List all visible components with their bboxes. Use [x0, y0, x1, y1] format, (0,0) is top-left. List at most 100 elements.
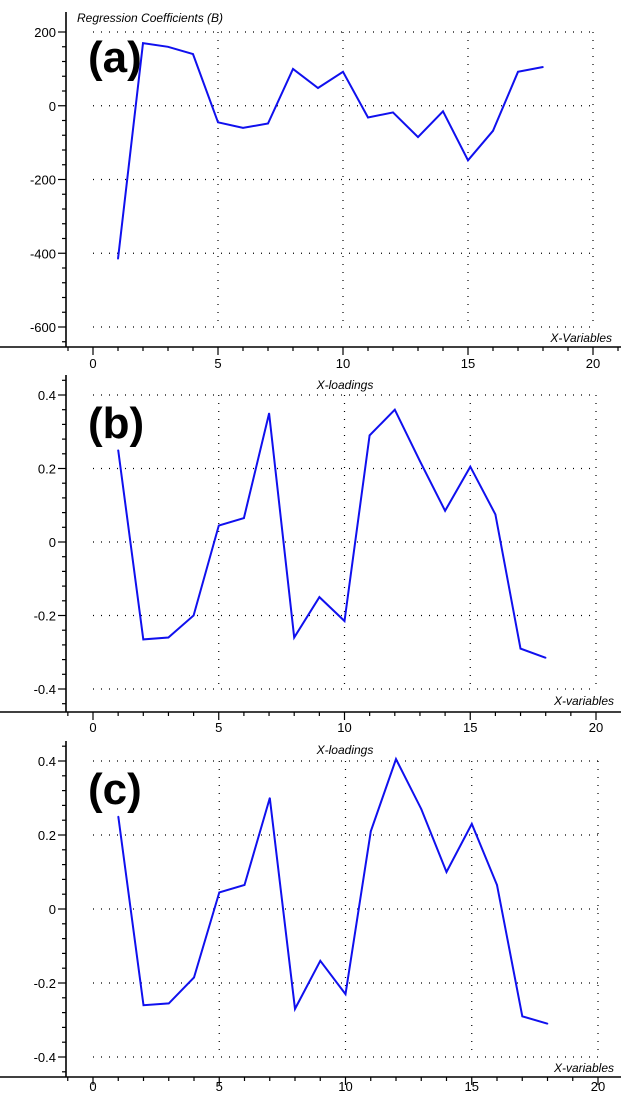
- chart-title: X-loadings: [316, 378, 374, 392]
- y-tick-label: 0.2: [38, 462, 56, 477]
- x-tick-label: 20: [591, 1079, 605, 1094]
- data-point: [392, 111, 394, 114]
- data-point: [546, 1022, 549, 1025]
- data-point: [343, 620, 346, 622]
- series-line: [117, 756, 548, 1025]
- x-tick-label: 0: [89, 356, 96, 371]
- data-point: [267, 122, 269, 125]
- x-axis-title: X-variables: [553, 694, 614, 708]
- y-tick-label: 0.2: [38, 828, 56, 843]
- data-point: [167, 636, 170, 639]
- data-point: [470, 823, 473, 825]
- y-tick-label: -0.2: [34, 609, 56, 624]
- x-tick-label: 0: [89, 1079, 96, 1094]
- y-tick-label: -200: [30, 173, 56, 188]
- y-tick-label: -0.4: [34, 682, 56, 697]
- chart-title: X-loadings: [316, 743, 374, 757]
- data-point: [243, 884, 246, 886]
- data-point: [192, 53, 194, 55]
- data-point: [318, 596, 321, 598]
- data-point: [317, 87, 319, 89]
- data-point: [117, 449, 119, 451]
- data-point: [517, 71, 519, 73]
- y-tick-label: -600: [30, 320, 56, 335]
- data-point: [192, 614, 195, 617]
- data-point: [469, 465, 472, 468]
- x-tick-label: 10: [338, 1079, 352, 1094]
- data-point: [395, 758, 397, 760]
- data-point: [521, 1015, 524, 1018]
- data-point: [217, 524, 220, 527]
- y-tick-label: 200: [34, 25, 56, 40]
- data-point: [368, 434, 371, 437]
- x-tick-label: 5: [216, 1079, 223, 1094]
- data-point: [394, 408, 396, 411]
- data-point: [417, 136, 419, 138]
- chart-panel-3: 0 5 10 15 20 0.4 0.2 0 -0.2 -0.4 X-loadings X-varia…: [0, 741, 621, 1094]
- x-axis-title: X-Variables: [549, 331, 612, 345]
- x-axis-title: X-variables: [553, 1061, 614, 1075]
- data-point: [268, 412, 270, 415]
- data-point: [142, 638, 145, 641]
- data-point: [294, 1008, 296, 1010]
- x-tick-label: 10: [337, 720, 351, 735]
- data-point: [167, 45, 169, 48]
- data-point: [494, 513, 497, 516]
- data-point: [217, 121, 219, 124]
- data-point: [419, 460, 421, 462]
- data-point: [142, 42, 144, 44]
- data-point: [292, 68, 294, 70]
- x-tick-label: 10: [336, 356, 350, 371]
- data-point: [117, 257, 119, 260]
- x-tick-label: 15: [465, 1079, 479, 1094]
- data-point: [442, 110, 444, 113]
- data-point: [117, 815, 120, 818]
- y-tick-label: 0.4: [38, 388, 56, 403]
- x-tick-label: 5: [214, 356, 221, 371]
- series-line: [117, 407, 547, 659]
- panel-label: (b): [88, 399, 144, 448]
- chart-panel-1: 0 5 10 15 20 200 0 -200 -400 -600 Regression Coeff…: [0, 11, 621, 371]
- data-point: [519, 647, 522, 650]
- data-point: [369, 830, 372, 833]
- y-tick-label: -400: [30, 246, 56, 261]
- data-point: [142, 1004, 145, 1006]
- data-point: [492, 130, 494, 132]
- panel-label: (a): [88, 33, 142, 82]
- data-point: [342, 71, 344, 73]
- data-point: [293, 636, 296, 639]
- y-tick-label: 0: [49, 902, 56, 917]
- data-point: [544, 656, 547, 659]
- data-point: [367, 116, 369, 119]
- data-point: [218, 891, 221, 894]
- y-tick-label: 0: [49, 99, 56, 114]
- data-point: [496, 884, 498, 886]
- y-tick-label: 0: [49, 535, 56, 550]
- data-point: [445, 871, 448, 873]
- data-point: [242, 127, 244, 129]
- data-point: [193, 976, 195, 979]
- data-point: [467, 159, 469, 162]
- x-tick-label: 0: [89, 720, 96, 735]
- data-point: [268, 797, 271, 799]
- x-tick-label: 5: [215, 720, 222, 735]
- y-tick-label: -0.4: [34, 1050, 56, 1065]
- data-point: [319, 960, 322, 962]
- x-tick-label: 15: [463, 720, 477, 735]
- x-tick-label: 15: [461, 356, 475, 371]
- chart-panel-2: 0 5 10 15 20 0.4 0.2 0 -0.2 -0.4 X-loadings X-varia…: [0, 375, 621, 735]
- data-point: [167, 1002, 170, 1005]
- data-point: [444, 509, 446, 512]
- y-tick-label: 0.4: [38, 754, 56, 769]
- panel-label: (c): [88, 765, 142, 814]
- data-point: [420, 808, 423, 810]
- series-line: [117, 41, 544, 259]
- data-point: [243, 517, 245, 519]
- data-point: [542, 66, 544, 68]
- x-tick-label: 20: [586, 356, 600, 371]
- x-tick-label: 20: [589, 720, 603, 735]
- chart-title: Regression Coefficients (B): [77, 11, 223, 25]
- data-point: [344, 993, 347, 995]
